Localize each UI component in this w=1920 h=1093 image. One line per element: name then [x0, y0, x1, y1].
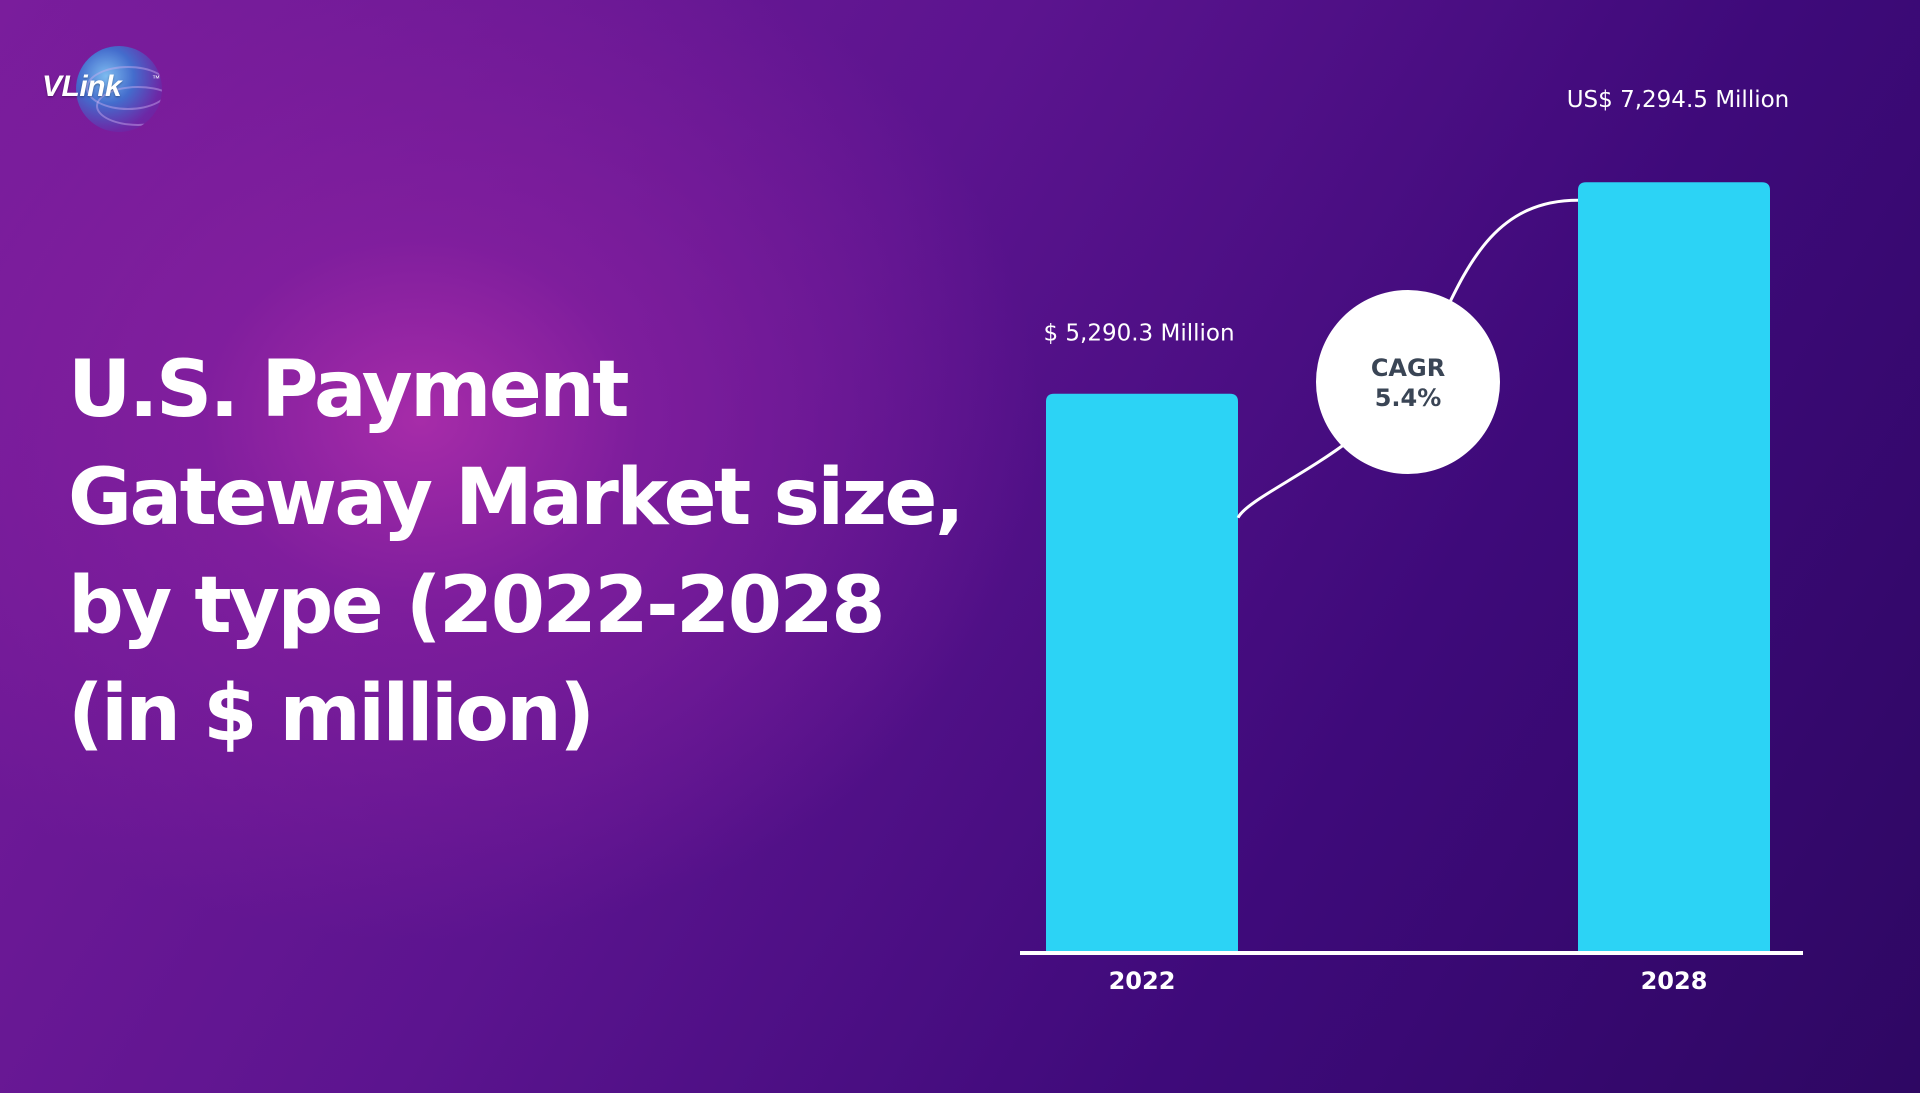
globe-icon: [76, 46, 162, 132]
x-tick-label-2028: 2028: [1641, 967, 1708, 995]
title-line: U.S. Payment: [68, 345, 630, 435]
cagr-circle: [1316, 290, 1500, 474]
data-label-2022: $ 5,290.3 Million: [1043, 321, 1234, 347]
title-line: Gateway Market size,: [68, 453, 965, 543]
bar-2022: [1046, 393, 1238, 952]
chart-title: U.S. Payment Gateway Market size, by typ…: [68, 336, 988, 768]
x-tick-label-2022: 2022: [1109, 967, 1176, 995]
bar-2028: [1578, 182, 1770, 953]
logo-wordmark: VLink: [42, 70, 122, 103]
trademark-symbol: ™: [152, 74, 160, 83]
cagr-label: CAGR: [1371, 354, 1445, 382]
cagr-value: 5.4%: [1375, 384, 1442, 412]
data-label-2028: US$ 7,294.5 Million: [1567, 87, 1790, 113]
title-line: (in $ million): [68, 669, 595, 759]
vlink-logo: VLink ™: [40, 44, 170, 134]
title-line: by type (2022-2028: [68, 561, 886, 651]
